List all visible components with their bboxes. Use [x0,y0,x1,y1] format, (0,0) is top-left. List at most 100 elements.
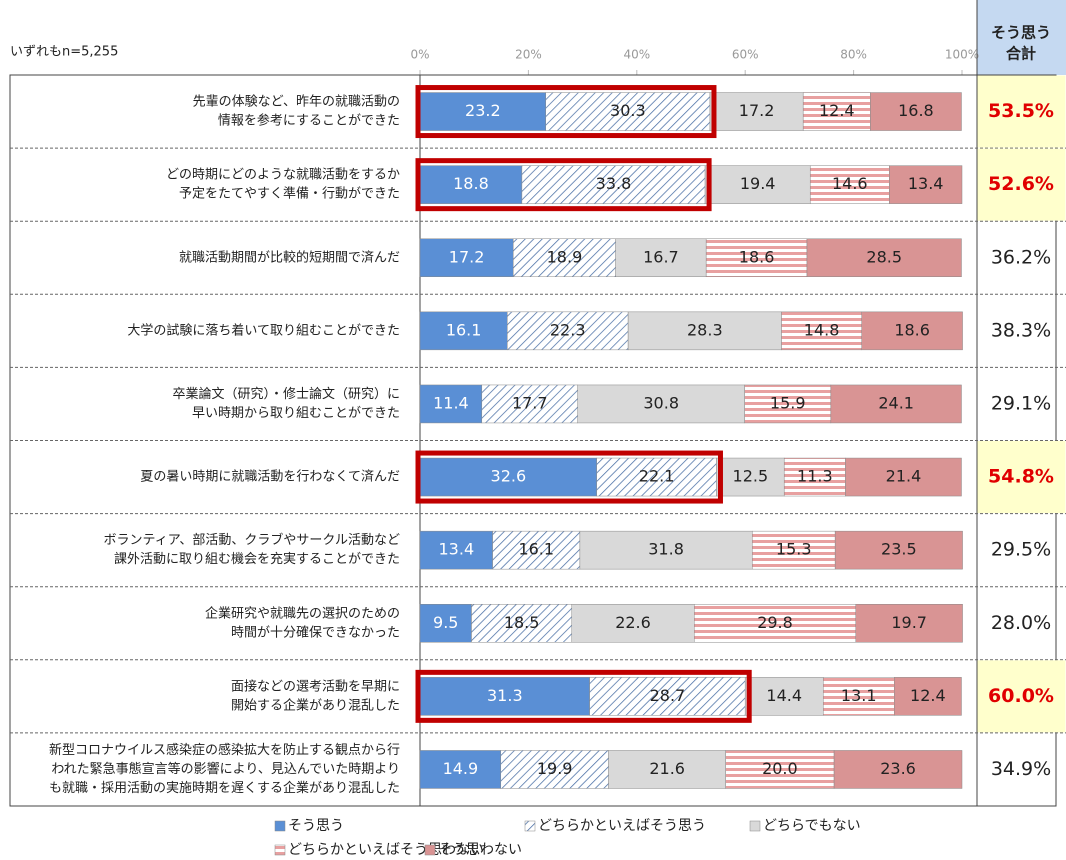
data-label: 19.4 [740,174,776,193]
data-label: 23.2 [465,101,501,120]
bar-segment [419,165,523,204]
data-label: 16.1 [518,540,554,559]
data-label: 28.5 [866,247,902,266]
category-label: 就職活動期間が比較的短期間で済んだ [179,249,400,265]
category-label: 先輩の体験など、昨年の就職活動の [193,95,400,110]
bar-segment [545,92,711,131]
x-tick-label: 0% [410,48,429,62]
bar-segment [845,457,962,497]
total-value: 29.1% [991,392,1051,414]
total-header: 合計 [1005,45,1036,63]
data-label: 13.1 [841,686,877,705]
category-label: 早い時期から取り組むことができた [192,406,400,421]
highlight-box [415,450,723,504]
bar-segment [833,750,963,789]
category-label: 面接などの選考活動を早期に [231,678,400,694]
bar-segment [822,677,895,716]
bar-segment [419,384,483,424]
data-label: 22.1 [639,467,675,486]
data-label: 19.7 [891,613,927,632]
category-label: ボランティア、部活動、クラブやサークル活動など [103,532,400,548]
bar-segment [830,384,962,424]
data-label: 21.6 [649,759,685,778]
bar-segment [571,604,695,643]
data-label: 14.9 [443,759,479,778]
total-value: 28.0% [991,612,1051,634]
bar-segment [577,384,745,424]
category-label: 卒業論文（研究）・修士論文（研究）に [172,386,400,402]
data-label: 19.9 [537,759,573,778]
bar-segment [419,530,493,570]
total-value: 52.6% [988,173,1054,195]
bar-segment [870,92,962,131]
bar-segment [419,750,502,789]
data-label: 18.6 [739,247,775,266]
category-label: 課外活動に取り組む機会を充実することができた [114,551,400,567]
total-value: 34.9% [991,758,1051,780]
bar-segment [419,677,590,716]
highlight-box [415,669,752,723]
data-label: 24.1 [878,393,914,412]
data-label: 9.5 [433,613,458,632]
x-tick-label: 20% [515,48,542,62]
category-label: 情報を参考にすることができた [218,113,400,129]
bar-segment [500,750,609,789]
bar-segment [744,677,824,716]
data-label: 32.6 [491,467,527,486]
data-label: 23.6 [880,759,916,778]
bar-segment [806,238,962,277]
legend-label: そう思わない [438,842,522,858]
data-label: 18.5 [504,613,540,632]
data-label: 12.5 [733,467,769,486]
data-label: 12.4 [910,686,946,705]
highlight-box [415,85,717,139]
total-bg [977,75,1066,148]
data-label: 18.9 [547,247,583,266]
category-label: 新型コロナウイルス感染症の感染拡大を防止する観点から行 [49,742,400,758]
data-label: 17.7 [512,393,548,412]
bar-segment [521,165,706,204]
data-label: 29.8 [757,613,793,632]
bar-segment [783,457,846,497]
category-label: 開始する企業があり混乱した [231,697,400,713]
data-label: 16.7 [643,247,679,266]
x-tick-label: 80% [840,48,867,62]
bar-segment [419,311,508,351]
data-label: 20.0 [762,759,798,778]
total-value: 60.0% [988,685,1054,707]
category-label: 企業研究や就職先の選択のための [205,605,400,621]
bar-segment [419,238,514,277]
bar-segment [694,604,857,643]
data-label: 28.7 [650,686,686,705]
category-label: 大学の試験に落ち着いて取り組むことができた [127,322,400,338]
data-label: 21.4 [886,467,922,486]
bar-segment [725,750,835,789]
data-label: 12.4 [819,101,855,120]
data-label: 17.2 [449,247,485,266]
data-label: 11.4 [433,393,469,412]
category-label: も就職・採用活動の実施時期を遅くする企業があり混乱した [49,780,400,796]
total-value: 38.3% [991,319,1051,341]
data-label: 13.4 [908,174,944,193]
bar-segment [512,238,616,277]
data-label: 30.8 [643,393,679,412]
bar-segment [894,677,962,716]
data-label: 16.8 [898,101,934,120]
data-label: 15.9 [770,393,806,412]
data-label: 23.5 [881,540,917,559]
bar-segment [579,530,753,570]
total-header-bg [977,0,1066,75]
legend-label: どちらかといえばそう思う [538,818,706,834]
bar-segment [704,165,811,204]
data-label: 28.3 [687,320,723,339]
data-label: 15.3 [776,540,812,559]
data-label: 14.6 [832,174,868,193]
total-value: 29.5% [991,539,1051,561]
highlight-box [415,158,712,212]
bar-segment [781,311,862,351]
bar-segment [627,311,782,351]
category-label: われた緊急事態宣言等の影響により、見込んでいた時期より [51,761,400,777]
bar-segment [861,311,963,351]
bar-segment [744,384,832,424]
bar-segment [471,604,573,643]
